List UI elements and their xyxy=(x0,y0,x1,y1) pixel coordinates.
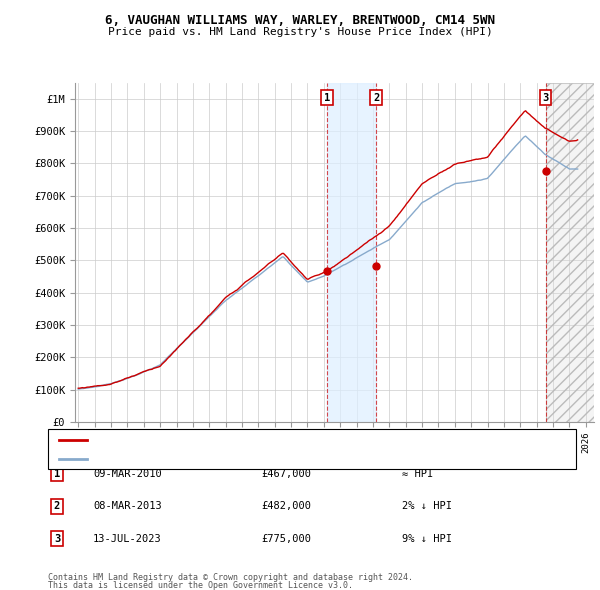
Text: This data is licensed under the Open Government Licence v3.0.: This data is licensed under the Open Gov… xyxy=(48,581,353,590)
Text: £775,000: £775,000 xyxy=(261,534,311,543)
Bar xyxy=(545,83,600,422)
Text: 6, VAUGHAN WILLIAMS WAY, WARLEY, BRENTWOOD, CM14 5WN: 6, VAUGHAN WILLIAMS WAY, WARLEY, BRENTWO… xyxy=(105,14,495,27)
Text: 2% ↓ HPI: 2% ↓ HPI xyxy=(402,502,452,511)
Point xyxy=(371,261,381,271)
Text: 3: 3 xyxy=(54,534,60,543)
Text: ≈ HPI: ≈ HPI xyxy=(402,469,433,478)
Text: 3: 3 xyxy=(542,93,548,103)
Bar xyxy=(327,83,376,422)
Text: 9% ↓ HPI: 9% ↓ HPI xyxy=(402,534,452,543)
Text: 08-MAR-2013: 08-MAR-2013 xyxy=(93,502,162,511)
Point xyxy=(541,167,550,176)
Text: Contains HM Land Registry data © Crown copyright and database right 2024.: Contains HM Land Registry data © Crown c… xyxy=(48,572,413,582)
Point xyxy=(322,266,332,276)
Text: Price paid vs. HM Land Registry's House Price Index (HPI): Price paid vs. HM Land Registry's House … xyxy=(107,28,493,37)
Text: £467,000: £467,000 xyxy=(261,469,311,478)
Text: 1: 1 xyxy=(324,93,330,103)
Text: 1: 1 xyxy=(54,469,60,478)
Text: 13-JUL-2023: 13-JUL-2023 xyxy=(93,534,162,543)
Text: 2: 2 xyxy=(54,502,60,511)
Text: 6, VAUGHAN WILLIAMS WAY, WARLEY, BRENTWOOD, CM14 5WN (detached house): 6, VAUGHAN WILLIAMS WAY, WARLEY, BRENTWO… xyxy=(93,435,490,445)
Text: 09-MAR-2010: 09-MAR-2010 xyxy=(93,469,162,478)
Bar xyxy=(545,83,600,422)
Text: 2: 2 xyxy=(373,93,379,103)
Text: £482,000: £482,000 xyxy=(261,502,311,511)
Text: HPI: Average price, detached house, Brentwood: HPI: Average price, detached house, Bren… xyxy=(93,454,352,464)
